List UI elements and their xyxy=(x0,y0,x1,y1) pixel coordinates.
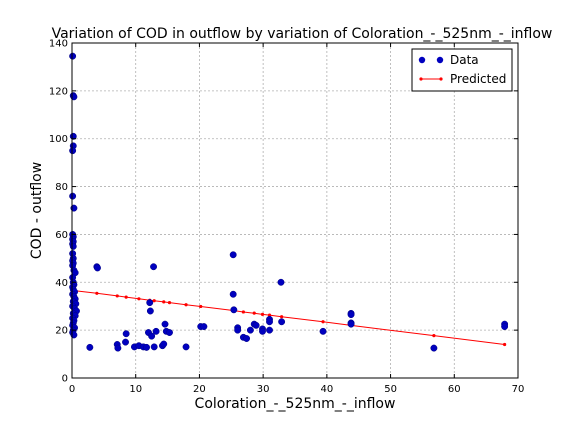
y-tick-label: 80 xyxy=(55,182,68,193)
data-point xyxy=(259,327,266,335)
data-point xyxy=(182,343,190,351)
legend-swatch-data xyxy=(436,56,444,64)
data-point xyxy=(230,306,238,314)
data-point xyxy=(278,318,286,326)
predicted-point xyxy=(252,311,256,315)
predicted-point xyxy=(199,304,203,309)
predicted-point xyxy=(95,291,99,295)
data-point xyxy=(246,326,254,334)
data-point xyxy=(229,290,237,298)
data-point xyxy=(501,323,509,331)
data-point xyxy=(146,299,154,307)
data-point xyxy=(69,52,77,60)
data-point xyxy=(243,335,251,342)
legend-label: Data xyxy=(450,53,479,67)
legend: Data Predicted xyxy=(411,48,513,92)
predicted-point xyxy=(503,342,507,347)
x-tick-label: 60 xyxy=(448,384,461,395)
predicted-point xyxy=(152,299,156,303)
data-point xyxy=(146,307,154,315)
x-tick-label: 40 xyxy=(320,384,333,395)
predicted-point xyxy=(137,297,141,301)
x-axis-label: Coloration_-_525nm_-_inflow xyxy=(195,396,396,412)
data-point xyxy=(347,320,355,328)
x-tick-label: 30 xyxy=(257,384,270,395)
y-tick-label: 60 xyxy=(55,230,68,241)
data-point xyxy=(122,330,130,338)
chart-title: Variation of COD in outflow by variation… xyxy=(52,26,553,42)
predicted-point xyxy=(260,312,265,316)
plot-area xyxy=(72,43,518,378)
data-point xyxy=(160,340,168,348)
y-tick-label: 140 xyxy=(49,39,68,50)
predicted-line xyxy=(72,289,505,345)
y-tick-label: 20 xyxy=(55,326,68,337)
predicted-point xyxy=(432,334,436,338)
data-point xyxy=(86,343,94,351)
data-point xyxy=(152,327,160,335)
x-tick-label: 70 xyxy=(512,384,525,395)
data-point xyxy=(266,318,273,326)
x-tick-label: 0 xyxy=(69,384,75,395)
data-point xyxy=(347,311,355,319)
predicted-point xyxy=(162,300,166,304)
data-point xyxy=(148,332,156,340)
data-point xyxy=(69,242,77,250)
predicted-point xyxy=(241,310,245,314)
predicted-point xyxy=(280,315,284,319)
x-tick-label: 10 xyxy=(129,384,142,395)
data-point xyxy=(430,344,438,352)
legend-marker xyxy=(439,77,443,81)
x-tick-label: 20 xyxy=(193,384,206,395)
data-point xyxy=(69,147,77,155)
legend-marker xyxy=(419,77,423,81)
data-point xyxy=(122,338,129,346)
plot-frame xyxy=(71,42,519,379)
y-axis-label: COD - outflow xyxy=(29,162,45,259)
data-point xyxy=(114,344,122,352)
data-point xyxy=(277,278,285,286)
data-series xyxy=(69,52,509,352)
predicted-point xyxy=(115,294,119,298)
data-point xyxy=(161,320,169,328)
data-point xyxy=(143,343,150,351)
predicted-point xyxy=(184,303,188,307)
y-tick-label: 120 xyxy=(49,86,68,97)
data-point xyxy=(200,323,208,331)
axis-ticks: 0 10 20 30 40 50 60 70 0 20 40 60 80 100 120 140 xyxy=(49,39,524,396)
data-point xyxy=(150,343,158,351)
data-point xyxy=(252,321,260,329)
legend-label: Predicted xyxy=(450,72,506,86)
data-point xyxy=(69,192,77,200)
x-tick-label: 50 xyxy=(384,384,397,395)
y-tick-label: 40 xyxy=(55,278,68,289)
legend-box xyxy=(411,48,513,92)
predicted-point xyxy=(167,301,172,305)
legend-swatch-data xyxy=(418,56,426,64)
y-tick-label: 0 xyxy=(62,374,68,385)
data-point xyxy=(94,264,101,272)
predicted-point xyxy=(124,295,128,299)
predicted-point xyxy=(267,313,272,317)
data-point xyxy=(234,326,242,334)
predicted-point xyxy=(321,320,325,324)
data-point xyxy=(166,329,173,336)
data-point xyxy=(266,326,273,334)
data-point xyxy=(150,263,158,271)
data-point xyxy=(229,251,237,259)
y-tick-label: 100 xyxy=(49,134,68,145)
data-point xyxy=(319,327,327,335)
